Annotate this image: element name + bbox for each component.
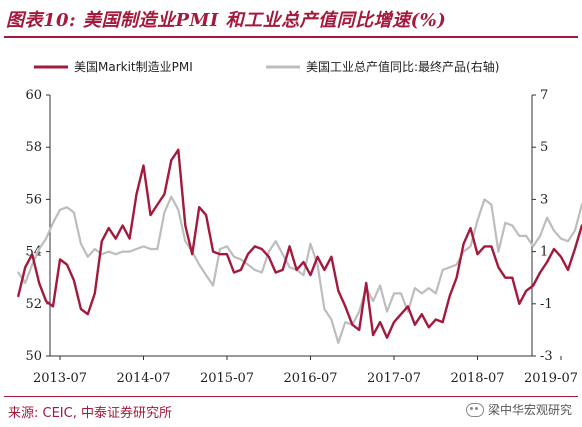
x-tick-label: 2016-07 [283,371,337,386]
watermark: 梁中华宏观研究 [465,401,572,418]
x-tick-label: 2018-07 [450,371,504,386]
y-left-tick-label: 50 [25,349,42,364]
y-right-tick-label: 5 [540,140,548,155]
y-right-tick-label: -3 [540,349,553,364]
y-left-tick-label: 56 [25,192,42,207]
axes: 50 52 54 56 58 60 -3 -1 1 3 5 7 2013-07 2014-07 2015-0… [25,88,578,386]
y-right-tick-label: -1 [540,297,553,312]
x-tick-label: 2015-07 [200,371,254,386]
y-right-tick-label: 1 [540,245,548,260]
y-right-tick-label: 3 [540,192,548,207]
x-tick-label: 2019-07 [524,371,578,386]
y-left-tick-label: 54 [25,245,42,260]
legend: 美国Markit制造业PMI 美国工业总产值同比:最终产品(右轴) [34,59,499,74]
x-tick-label: 2017-07 [367,371,421,386]
x-tick-label: 2014-07 [116,371,170,386]
legend-label-pmi: 美国Markit制造业PMI [74,60,193,74]
series-line-pmi [17,148,582,339]
x-tick-label: 2013-07 [33,371,87,386]
legend-label-ip: 美国工业总产值同比:最终产品(右轴) [306,59,499,74]
y-left-tick-label: 60 [25,88,42,103]
title-underline [4,36,578,38]
chart: 美国Markit制造业PMI 美国工业总产值同比:最终产品(右轴) 50 52 54… [17,59,582,386]
chart-title: 图表10: 美国制造业PMI 和工业总产值同比增速(%) [6,10,447,31]
watermark-text: 梁中华宏观研究 [487,403,572,417]
source-note: 来源: CEIC, 中泰证券研究所 [8,406,172,421]
y-left-tick-label: 52 [25,297,42,312]
wechat-icon [465,402,484,417]
y-left-tick-label: 58 [25,140,42,155]
source-rule [4,396,578,397]
y-right-tick-label: 7 [540,88,548,103]
series-lines [17,148,582,344]
series-line-ip [17,195,582,344]
